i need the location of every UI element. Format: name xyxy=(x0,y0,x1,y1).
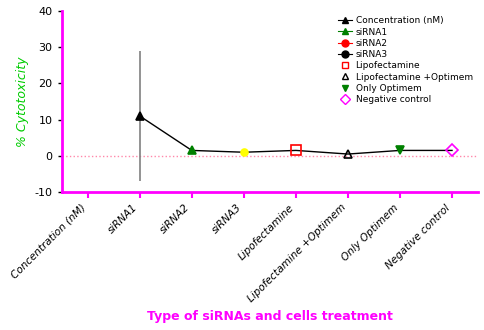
X-axis label: Type of siRNAs and cells treatment: Type of siRNAs and cells treatment xyxy=(147,310,392,323)
Legend: Concentration (nM), siRNA1, siRNA2, siRNA3, Lipofectamine, Lipofectamine +Optime: Concentration (nM), siRNA1, siRNA2, siRN… xyxy=(337,16,472,105)
Y-axis label: % Cytotoxicity: % Cytotoxicity xyxy=(16,56,29,147)
